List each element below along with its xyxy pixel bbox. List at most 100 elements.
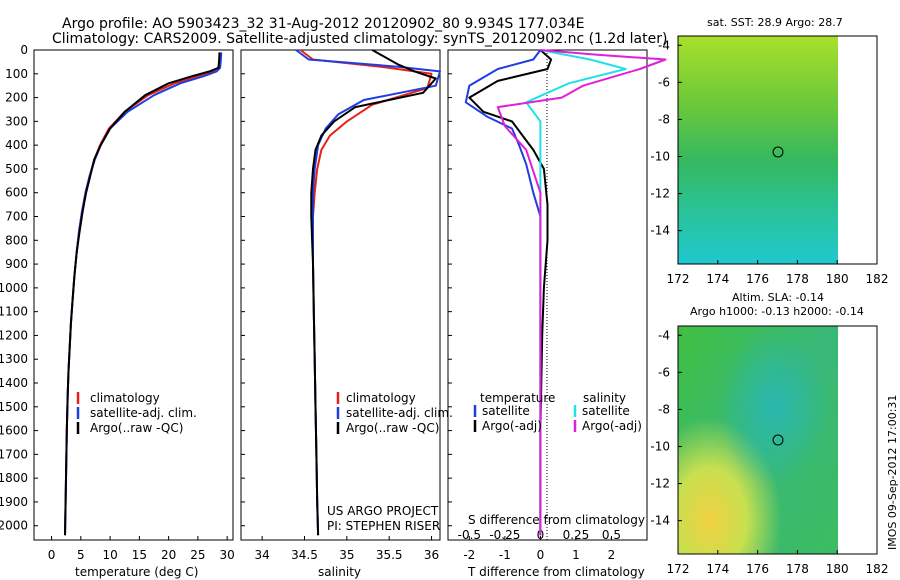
difference-tick-label: 0 [537,548,545,562]
salinity-tick-label: 36 [424,548,439,562]
sst-map-y-axis: -4 -6 -8 -10 -12 -14 [650,38,682,238]
map-y-tick-label: -6 [658,75,670,89]
map-y-tick-label: -14 [650,514,670,528]
difference-plot-frame [447,49,648,541]
legend-salinity-title: salinity [583,391,626,405]
temperature-tick-label: 10 [102,548,117,562]
depth-tick-label: 1600 [0,424,28,438]
temperature-panel: 0100200300400500600700800900100011001200… [0,43,235,579]
difference-x-axis: -2 -1 0 1 2-0.5 -0.25 0 0.25 0.5 [458,528,621,562]
map-x-tick-label: 182 [866,562,889,576]
salinity-difference-tick-label: -0.25 [489,528,520,542]
series-line-2 [64,52,221,536]
sst-map-land-mask [838,36,877,264]
map-x-tick-label: 180 [826,272,849,286]
series-line-0 [299,49,433,536]
depth-tick-label: 400 [5,138,28,152]
depth-axis: 0 100 200 300 400 500 600 700 800 900 1000 1100 1200… [0,43,38,533]
difference-depth-ticks [448,49,452,527]
map-x-tick-label: 174 [706,562,729,576]
series-line-1 [64,52,223,536]
series-line-1 [295,49,441,536]
salinity-tick-label: 35 [339,548,354,562]
project-note: US ARGO PROJECT [327,504,439,518]
salinity-difference-tick-label: -0.5 [458,528,481,542]
depth-tick-label: 100 [5,67,28,81]
map-y-tick-label: -6 [658,365,670,379]
map-x-tick-label: 176 [746,272,769,286]
map-x-tick-label: 182 [866,272,889,286]
temperature-tick-label: 25 [190,548,205,562]
sla-map-title-2: Argo h1000: -0.13 h2000: -0.14 [690,305,864,318]
depth-tick-label: 2000 [0,519,28,533]
sla-map-frame [677,325,878,555]
salinity-x-axis: 34 34.5 35 35.5 36 [255,536,439,562]
legend-satellite-label: satellite-adj. clim. [346,406,453,420]
sla-float-marker [772,434,784,446]
depth-tick-label: 1400 [0,376,28,390]
legend-t-satellite-label: satellite [482,404,530,418]
temperature-x-axis: 0 5 10 15 20 25 30 [48,536,235,562]
map-y-tick-label: -12 [650,187,670,201]
legend-temperature-title: temperature [480,391,555,405]
legend-t-argo-label: Argo(-adj) [482,419,542,433]
sla-map-y-axis: -4 -6 -8 -10 -12 -14 [650,328,682,528]
sst-float-marker [772,146,784,158]
temperature-series [64,52,223,536]
map-y-tick-label: -10 [650,439,670,453]
difference-legend: temperature salinity satellite Argo(-adj… [473,391,642,433]
sst-map-panel: sat. SST: 28.9 Argo: 28.7 -4 -6 -8 -10 -12 -1… [650,16,888,286]
difference-tick-label: -2 [463,548,475,562]
depth-tick-label: 1500 [0,400,28,414]
sla-map-x-axis: 172 174 176 178 180 182 [667,550,889,576]
series-line-0 [64,52,222,536]
salinity-panel: 34 34.5 35 35.5 36 salinity climatology sate… [240,49,453,579]
map-y-tick-label: -8 [658,112,670,126]
depth-tick-label: 0 [20,43,28,57]
map-x-tick-label: 180 [826,562,849,576]
depth-tick-label: 800 [5,233,28,247]
difference-tick-label: 2 [608,548,616,562]
depth-tick-label: 700 [5,210,28,224]
series-line-2 [310,49,437,536]
map-y-tick-label: -4 [658,38,670,52]
salinity-series [295,49,441,536]
depth-tick-label: 1200 [0,328,28,342]
map-x-tick-label: 172 [667,272,690,286]
map-y-tick-label: -10 [650,149,670,163]
legend-s-argo-label: Argo(-adj) [582,419,642,433]
depth-tick-label: 900 [5,257,28,271]
legend-argo-label: Argo(..raw -QC) [90,421,183,435]
map-x-tick-label: 178 [786,272,809,286]
sla-map-cool-anomaly [678,326,838,554]
salinity-tick-label: 35.5 [376,548,403,562]
salinity-tick-label: 34.5 [291,548,318,562]
difference-tick-label: 1 [572,548,580,562]
salinity-difference-tick-label: 0.5 [602,528,621,542]
temperature-tick-label: 20 [161,548,176,562]
map-y-tick-label: -4 [658,328,670,342]
legend-climatology-label: climatology [90,391,160,405]
pi-note: PI: STEPHEN RISER [327,519,440,533]
temperature-tick-label: 0 [48,548,56,562]
sla-map-panel: Altim. SLA: -0.14 Argo h1000: -0.13 h200… [650,291,888,576]
map-x-tick-label: 174 [706,272,729,286]
legend-s-satellite-label: satellite [582,404,630,418]
map-y-tick-label: -14 [650,224,670,238]
sla-map-title-1: Altim. SLA: -0.14 [732,291,824,304]
salinity-depth-ticks [241,49,245,527]
depth-tick-label: 1800 [0,471,28,485]
sst-map-field [678,36,838,264]
depth-tick-label: 500 [5,162,28,176]
salinity-difference-tick-label: 0.25 [563,528,590,542]
map-x-tick-label: 178 [786,562,809,576]
series-line-3 [496,49,667,536]
sst-map-x-axis: 172 174 176 178 180 182 [667,260,889,286]
sst-map-frame [677,35,878,265]
header-line1: Argo profile: AO 5903423_32 31-Aug-2012 … [62,16,585,32]
series-line-1 [468,49,553,536]
depth-tick-label: 1700 [0,447,28,461]
map-y-tick-label: -8 [658,402,670,416]
